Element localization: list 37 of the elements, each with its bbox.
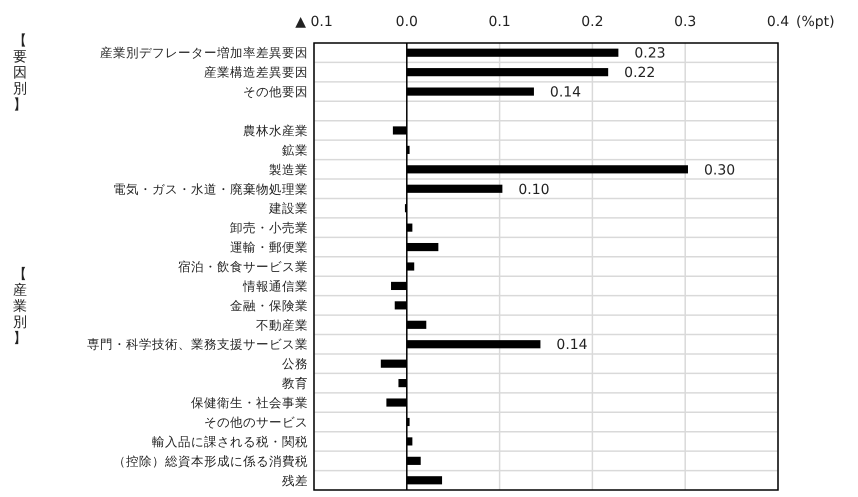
x-axis-title: (%pt) xyxy=(796,14,835,30)
x-tick-label: 0.1 xyxy=(488,14,511,30)
y-tick-label: 産業構造差異要因 xyxy=(204,64,308,80)
x-tick-label: ▲ 0.1 xyxy=(295,14,333,30)
y-tick-label: 製造業 xyxy=(269,162,308,177)
x-tick-label: 0.4 xyxy=(766,14,790,30)
y-tick-label: 卸売・小売業 xyxy=(230,220,308,236)
y-tick-label: 宿泊・飲食サービス業 xyxy=(178,259,308,274)
y-tick-label: その他のサービス xyxy=(204,414,308,430)
data-label: 0.22 xyxy=(624,65,656,82)
y-tick-label: その他要因 xyxy=(243,84,308,100)
y-tick-label: 不動産業 xyxy=(256,317,308,332)
y-tick-label: 公務 xyxy=(282,356,308,372)
data-label: 0.30 xyxy=(704,162,736,178)
y-tick-label: （控除）総資本形成に係る消費税 xyxy=(113,453,308,468)
data-label: 0.14 xyxy=(550,84,582,101)
y-tick-label: 専門・科学技術、業務支援サービス業 xyxy=(87,336,308,352)
y-tick-label: 残差 xyxy=(282,472,308,488)
y-tick-label: 保健衛生・社会事業 xyxy=(191,395,308,410)
y-tick-label: 電気・ガス・水道・廃棄物処理業 xyxy=(113,181,308,196)
y-tick-label: 情報通信業 xyxy=(242,278,308,294)
text: 【産業別】 xyxy=(13,266,27,346)
x-tick-label: 0.2 xyxy=(581,14,604,30)
y-tick-label: 運輸・郵便業 xyxy=(230,240,308,255)
y-tick-label: 建設業 xyxy=(268,200,308,216)
y-tick-label: 鉱業 xyxy=(282,142,308,158)
y-tick-label: 金融・保険業 xyxy=(230,298,308,313)
data-label: 0.23 xyxy=(634,46,666,62)
data-label: 0.14 xyxy=(556,337,588,354)
x-tick-label: 0.3 xyxy=(674,14,696,30)
data-label: 0.10 xyxy=(518,182,550,198)
x-tick-label: 0.0 xyxy=(396,14,418,30)
text: 【要因別】 xyxy=(13,33,27,114)
y-tick-label: 農林水産業 xyxy=(243,122,308,138)
y-tick-label: 輸入品に課される税・関税 xyxy=(152,434,308,449)
y-tick-label: 教育 xyxy=(282,376,308,391)
y-tick-label: 産業別デフレーター増加率差異要因 xyxy=(100,45,308,60)
